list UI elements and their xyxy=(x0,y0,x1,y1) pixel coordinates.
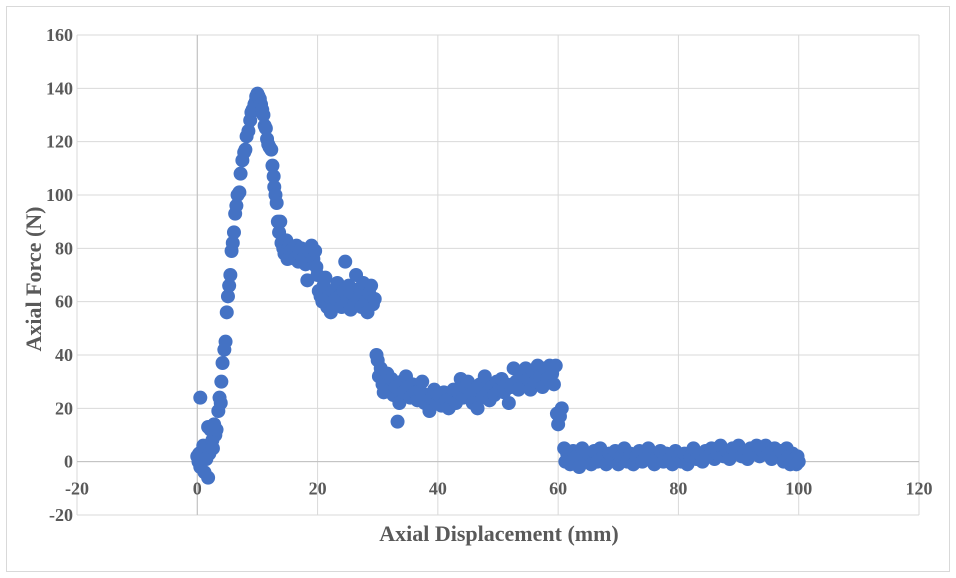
data-point xyxy=(218,334,233,349)
data-point xyxy=(205,441,220,456)
data-point xyxy=(392,396,407,410)
data-point xyxy=(214,374,229,389)
x-tick-label: 80 xyxy=(669,479,687,499)
data-point xyxy=(264,142,279,157)
data-point xyxy=(791,454,806,469)
x-axis-tick-labels: -20 0 20 40 60 80 100 120 xyxy=(65,479,933,499)
data-point xyxy=(219,305,234,320)
x-tick-label: 100 xyxy=(785,479,812,499)
y-axis-tick-labels: -20 0 20 40 60 80 100 120 140 160 xyxy=(46,25,73,525)
data-point xyxy=(548,358,563,373)
data-point xyxy=(256,108,271,122)
data-point xyxy=(266,169,281,184)
data-point xyxy=(229,198,244,213)
data-point xyxy=(225,236,240,250)
y-tick-label: -20 xyxy=(49,505,73,525)
data-point xyxy=(220,289,235,304)
data-point xyxy=(241,124,256,138)
y-tick-label: 140 xyxy=(46,78,73,98)
data-point xyxy=(232,185,247,200)
data-point xyxy=(554,401,569,416)
data-point xyxy=(238,142,253,157)
scatter-chart: -20 0 20 40 60 80 100 120 140 160 -20 0 20 40 60 80 100… xyxy=(21,25,933,546)
x-tick-label: 20 xyxy=(309,479,327,499)
data-point xyxy=(209,422,224,437)
x-tick-label: 120 xyxy=(906,479,933,499)
x-tick-label: -20 xyxy=(65,479,89,499)
chart-frame: -20 0 20 40 60 80 100 120 140 160 -20 0 20 40 60 80 100… xyxy=(6,6,950,572)
x-tick-label: 0 xyxy=(193,479,202,499)
data-point xyxy=(213,396,228,410)
data-point xyxy=(226,225,241,240)
y-tick-label: 120 xyxy=(46,132,73,152)
data-point xyxy=(269,196,284,210)
y-tick-label: 60 xyxy=(55,292,73,312)
data-point xyxy=(273,214,288,229)
data-point xyxy=(501,396,516,410)
data-point xyxy=(258,121,273,136)
data-point xyxy=(641,441,656,456)
y-tick-label: 20 xyxy=(55,398,73,418)
data-point xyxy=(215,356,230,370)
data-point xyxy=(367,292,382,306)
data-point xyxy=(222,278,237,293)
y-tick-label: 160 xyxy=(46,25,73,45)
data-point xyxy=(201,470,216,485)
data-point xyxy=(415,374,430,389)
x-tick-label: 40 xyxy=(429,479,447,499)
y-tick-label: 80 xyxy=(55,238,73,258)
y-tick-label: 40 xyxy=(55,345,73,365)
data-point xyxy=(338,254,353,269)
y-axis-title: Axial Force (N) xyxy=(21,207,46,352)
data-point xyxy=(364,278,379,293)
y-tick-label: 0 xyxy=(64,452,73,472)
data-point xyxy=(318,270,333,285)
x-axis-title: Axial Displacement (mm) xyxy=(379,521,619,546)
data-point xyxy=(308,244,323,258)
x-tick-label: 60 xyxy=(549,479,567,499)
y-tick-label: 100 xyxy=(46,185,73,205)
data-point xyxy=(233,166,248,181)
data-point xyxy=(470,401,485,416)
data-points xyxy=(190,86,806,485)
data-point xyxy=(546,377,561,392)
data-point xyxy=(390,414,405,429)
data-point xyxy=(477,369,492,384)
data-point xyxy=(193,390,208,405)
data-point xyxy=(265,158,280,173)
data-point xyxy=(223,268,238,282)
